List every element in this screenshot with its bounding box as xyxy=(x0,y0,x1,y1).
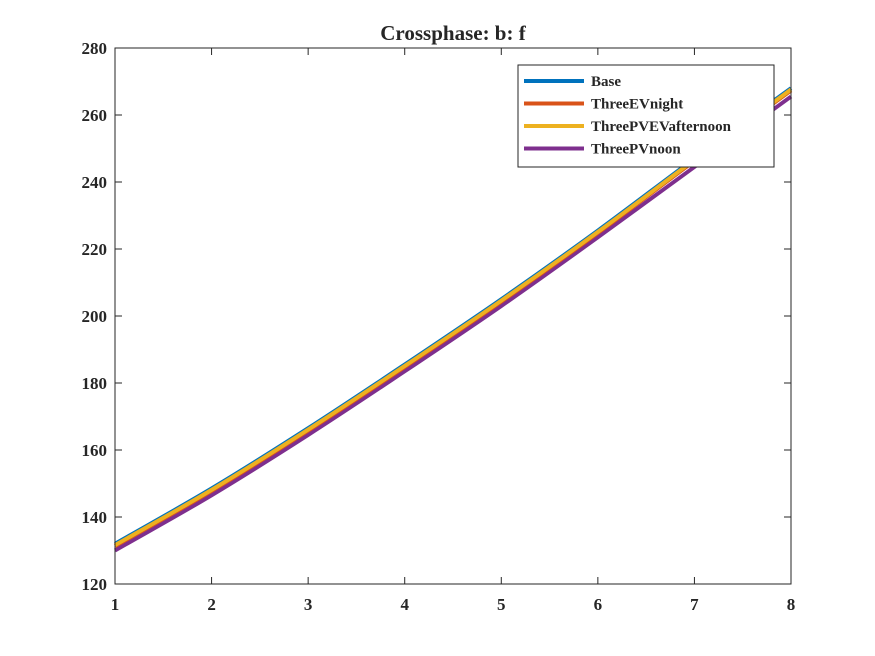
y-tick-label: 120 xyxy=(82,575,108,594)
x-tick-label: 6 xyxy=(594,595,603,614)
y-tick-label: 180 xyxy=(82,374,108,393)
x-tick-label: 4 xyxy=(400,595,409,614)
x-axis: 1 2 3 4 5 6 7 8 xyxy=(111,48,796,614)
x-tick-label: 2 xyxy=(207,595,216,614)
legend: Base ThreeEVnight ThreePVEVafternoon ThreeP… xyxy=(517,64,775,168)
legend-label: ThreePVnoon xyxy=(591,142,681,158)
legend-label: ThreeEVnight xyxy=(591,97,683,113)
y-tick-label: 140 xyxy=(82,508,108,527)
x-tick-label: 1 xyxy=(111,595,120,614)
y-tick-label: 280 xyxy=(82,39,108,58)
chart-title: Crossphase: b: f xyxy=(380,21,526,45)
y-tick-label: 160 xyxy=(82,441,108,460)
y-tick-label: 200 xyxy=(82,307,108,326)
y-tick-label: 260 xyxy=(82,106,108,125)
y-tick-label: 240 xyxy=(82,173,108,192)
legend-label: ThreePVEVafternoon xyxy=(591,119,732,135)
y-axis: 120 140 160 180 200 220 240 260 280 xyxy=(82,39,791,594)
x-tick-label: 8 xyxy=(787,595,796,614)
x-tick-label: 3 xyxy=(304,595,313,614)
y-tick-label: 220 xyxy=(82,240,108,259)
x-tick-label: 7 xyxy=(690,595,699,614)
legend-label: Base xyxy=(591,74,621,90)
x-tick-label: 5 xyxy=(497,595,506,614)
series-line-threepvnoon xyxy=(114,94,793,553)
